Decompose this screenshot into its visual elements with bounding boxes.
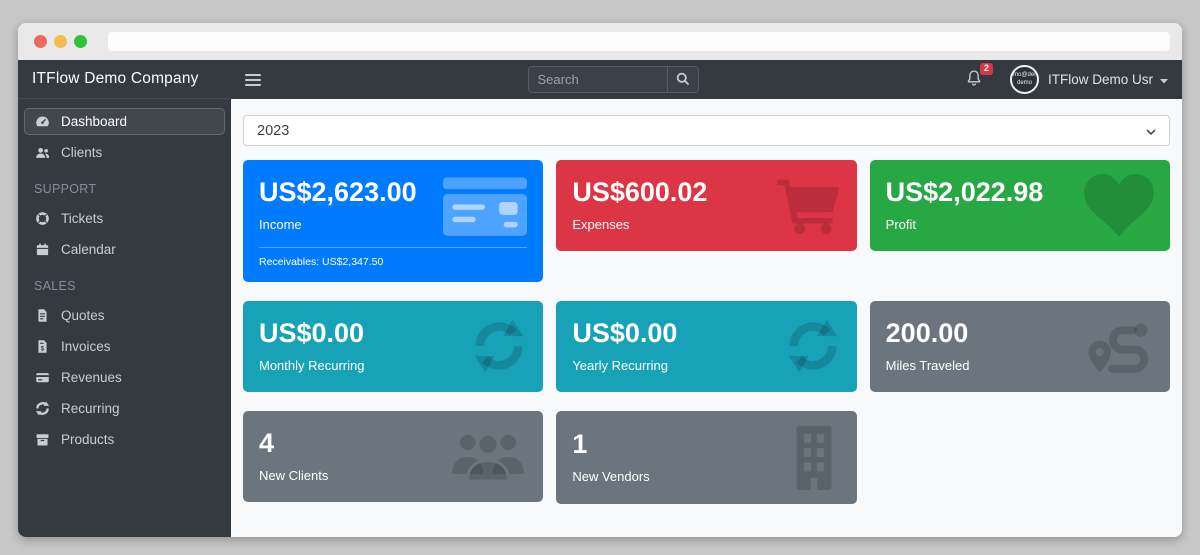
card-value: US$2,022.98	[885, 177, 1044, 208]
summary-card-income: US$2,623.00 Income Receivables: US$2,347…	[243, 160, 544, 282]
card-value: US$0.00	[259, 318, 365, 349]
card-value: 4	[259, 428, 275, 459]
sidebar-item-label: Revenues	[61, 370, 122, 385]
users-group-icon	[449, 427, 527, 485]
maximize-window-button[interactable]	[74, 35, 87, 48]
box-icon	[33, 432, 52, 447]
sidebar-item-label: Invoices	[61, 339, 111, 354]
sidebar-section-support: SUPPORT	[34, 182, 97, 196]
brand-title[interactable]: ITFlow Demo Company	[18, 60, 231, 99]
card-value: US$2,623.00	[259, 177, 417, 208]
search-input[interactable]	[528, 67, 667, 92]
summary-card-new-vendors: 1 New Vendors	[556, 411, 857, 504]
card-value: US$0.00	[572, 318, 678, 349]
card-label: Miles Traveled	[885, 357, 970, 373]
bell-icon	[965, 69, 983, 91]
sidebar-item-label: Quotes	[61, 308, 105, 323]
sidebar-item-quotes[interactable]: Quotes	[24, 302, 225, 329]
sidebar-item-label: Recurring	[61, 401, 120, 416]
card-value: US$600.02	[572, 177, 708, 208]
card-value: 1	[572, 429, 588, 460]
sidebar-section-sales: SALES	[34, 279, 76, 293]
card-label: Yearly Recurring	[572, 357, 668, 373]
year-select-value: 2023	[257, 122, 290, 139]
file-invoice-dollar-icon: $	[33, 339, 52, 354]
credit-card-icon	[33, 370, 52, 385]
card-label: Expenses	[572, 216, 630, 232]
hamburger-menu-icon[interactable]	[245, 73, 261, 86]
life-ring-icon	[33, 211, 52, 226]
users-icon	[33, 145, 52, 160]
search-button[interactable]	[666, 67, 698, 92]
summary-card-yearly-recurring: US$0.00 Yearly Recurring	[556, 301, 857, 392]
summary-card-profit: US$2,022.98 Profit	[869, 160, 1170, 251]
sidebar-item-label: Clients	[61, 145, 103, 160]
card-label: New Clients	[259, 467, 329, 483]
chevron-down-icon	[1146, 123, 1156, 139]
sidebar-item-products[interactable]: Products	[24, 426, 225, 453]
summary-card-monthly-recurring: US$0.00 Monthly Recurring	[243, 301, 544, 392]
card-divider	[259, 247, 528, 248]
sidebar: ITFlow Demo Company Dashboard Clients SU…	[18, 60, 231, 537]
avatar[interactable]: demo@demo demo	[1010, 65, 1039, 94]
sync-icon	[785, 318, 841, 374]
file-lines-icon	[33, 308, 52, 323]
search-icon	[675, 71, 690, 89]
search-group	[527, 66, 699, 93]
card-value: 200.00	[885, 318, 969, 349]
notifications-button[interactable]: 2	[965, 62, 993, 92]
calendar-icon	[33, 242, 52, 257]
window-controls	[34, 35, 87, 48]
sidebar-item-recurring[interactable]: Recurring	[24, 395, 225, 422]
sidebar-item-revenues[interactable]: Revenues	[24, 364, 225, 391]
card-label: Income	[259, 216, 302, 232]
sidebar-item-tickets[interactable]: Tickets	[24, 205, 225, 232]
sync-icon	[471, 318, 527, 374]
minimize-window-button[interactable]	[54, 35, 67, 48]
credit-card-icon	[443, 175, 528, 236]
sidebar-item-dashboard[interactable]: Dashboard	[24, 108, 225, 135]
top-navbar: 2 demo@demo demo ITFlow Demo Usr	[231, 60, 1182, 99]
card-footer: Receivables: US$2,347.50	[259, 256, 384, 268]
notification-count-badge: 2	[979, 62, 993, 76]
shopping-cart-icon	[775, 176, 841, 234]
card-label: Monthly Recurring	[259, 357, 365, 373]
browser-window: ITFlow Demo Company Dashboard Clients SU…	[18, 23, 1182, 537]
heart-icon	[1084, 173, 1154, 237]
gauge-icon	[33, 114, 52, 129]
summary-card-miles-traveled: 200.00 Miles Traveled	[869, 301, 1170, 392]
summary-cards: US$2,623.00 Income Receivables: US$2,347…	[243, 160, 1170, 504]
sidebar-item-label: Dashboard	[61, 114, 128, 129]
sidebar-item-clients[interactable]: Clients	[24, 139, 225, 166]
summary-card-new-clients: 4 New Clients	[243, 411, 544, 502]
year-select[interactable]: 2023	[243, 115, 1170, 146]
dashboard-content: 2023 US$2,623.00 Income	[231, 99, 1182, 537]
sidebar-item-label: Calendar	[61, 242, 116, 257]
user-menu-button[interactable]: ITFlow Demo Usr	[1048, 72, 1169, 87]
card-label: New Vendors	[572, 468, 650, 484]
address-bar[interactable]	[108, 32, 1170, 51]
close-window-button[interactable]	[34, 35, 47, 48]
card-label: Profit	[885, 216, 916, 232]
app-root: ITFlow Demo Company Dashboard Clients SU…	[18, 60, 1182, 537]
summary-card-expenses: US$600.02 Expenses	[556, 160, 857, 251]
route-icon	[1084, 316, 1154, 376]
sidebar-item-label: Tickets	[61, 211, 104, 226]
sidebar-item-invoices[interactable]: $ Invoices	[24, 333, 225, 360]
sync-icon	[33, 401, 52, 416]
svg-text:$: $	[41, 347, 45, 353]
sidebar-item-calendar[interactable]: Calendar	[24, 236, 225, 263]
user-name: ITFlow Demo Usr	[1048, 72, 1154, 87]
main-column: 2 demo@demo demo ITFlow Demo Usr 2023	[231, 60, 1182, 537]
building-icon	[787, 424, 841, 490]
caret-down-icon	[1160, 72, 1169, 87]
sidebar-menu: Dashboard Clients SUPPORT Tickets	[18, 99, 231, 466]
browser-chrome	[18, 23, 1182, 60]
sidebar-item-label: Products	[61, 432, 115, 447]
